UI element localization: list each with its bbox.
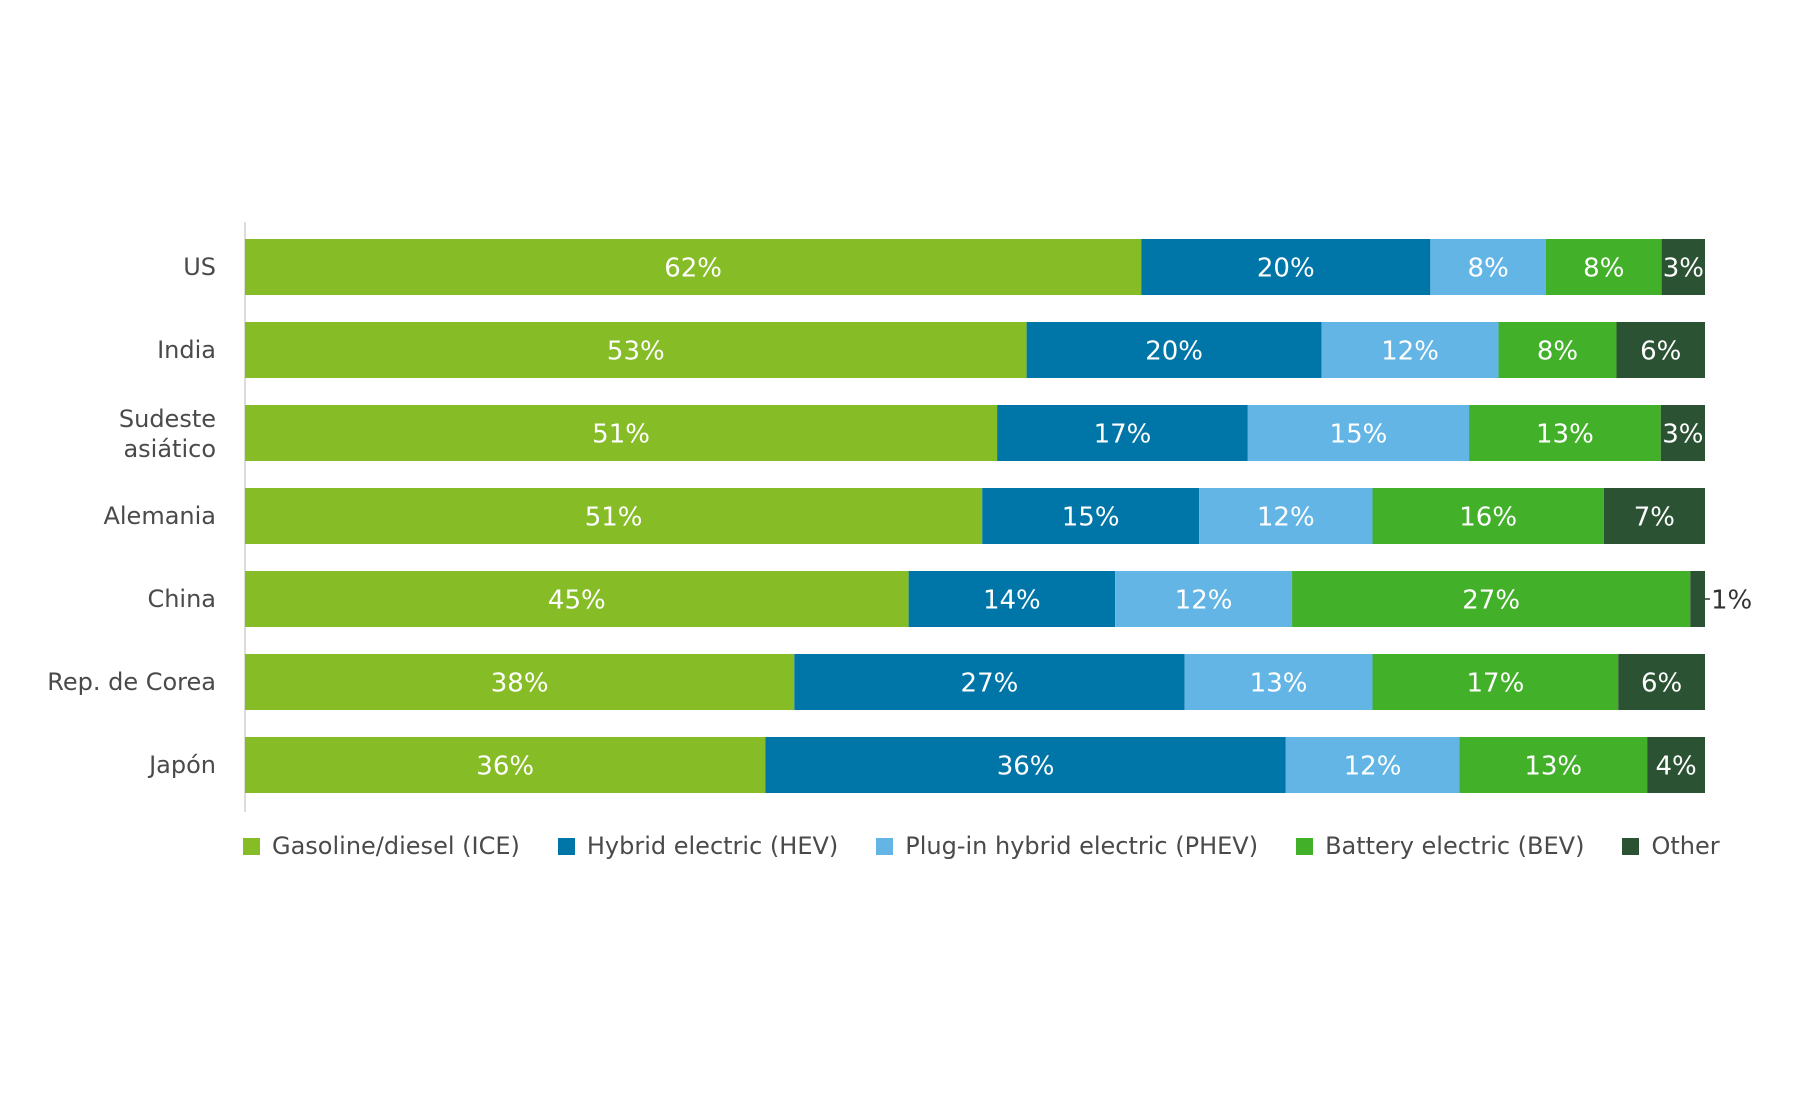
- category-label: Japón: [147, 751, 216, 779]
- data-label: 8%: [1537, 337, 1578, 367]
- legend-label: Gasoline/diesel (ICE): [272, 832, 520, 860]
- bar-segment: [794, 654, 1185, 710]
- data-label: 6%: [1640, 337, 1681, 367]
- data-label: 12%: [1381, 337, 1439, 367]
- data-label: 12%: [1175, 586, 1233, 616]
- data-label: 14%: [983, 586, 1041, 616]
- legend-label: Hybrid electric (HEV): [586, 832, 839, 860]
- bar-segment: [1247, 405, 1470, 461]
- bar-segment: [1430, 239, 1546, 295]
- data-label: 36%: [997, 752, 1055, 782]
- data-label: 17%: [1094, 420, 1152, 450]
- legend-item: Hybrid electric (HEV): [557, 832, 839, 860]
- bar-segment: [245, 322, 1027, 378]
- category-label: Alemania: [103, 502, 216, 530]
- data-label: 62%: [664, 254, 722, 284]
- category-label: US: [183, 253, 216, 281]
- bar-segment: [1285, 737, 1460, 793]
- data-label: 8%: [1468, 254, 1509, 284]
- data-label: 51%: [585, 503, 643, 533]
- data-label: 6%: [1641, 669, 1682, 699]
- legend-item: Plug-in hybrid electric (PHEV): [876, 832, 1258, 860]
- legend-swatch: [876, 837, 894, 855]
- bar-segment: [1141, 239, 1431, 295]
- legend: Gasoline/diesel (ICE) Hybrid electric (HE…: [243, 832, 1720, 860]
- data-label: 15%: [1330, 420, 1388, 450]
- bar-segment: [1618, 654, 1705, 710]
- bar-segment: [1321, 322, 1499, 378]
- legend-swatch: [243, 837, 260, 855]
- data-label: 12%: [1344, 752, 1402, 782]
- bar-segment: [245, 737, 766, 793]
- bar-segment: [908, 571, 1116, 627]
- bar-segment: [1026, 322, 1322, 378]
- data-label: 3%: [1662, 420, 1703, 450]
- bar-segment: [1690, 571, 1705, 627]
- legend-label: Other: [1651, 832, 1720, 860]
- data-label: 16%: [1459, 503, 1517, 533]
- data-label: 38%: [491, 669, 549, 699]
- data-label: 27%: [961, 669, 1019, 699]
- legend-item: Gasoline/diesel (ICE): [243, 832, 520, 860]
- bar-segment: [1292, 571, 1691, 627]
- category-label: China: [147, 585, 216, 613]
- bar-segment: [1199, 488, 1373, 544]
- data-label: 45%: [548, 586, 606, 616]
- bar-segment: [1545, 239, 1662, 295]
- data-label: 17%: [1466, 669, 1524, 699]
- bar-segment: [1661, 239, 1705, 295]
- bar-segment: [245, 239, 1142, 295]
- data-label: 53%: [607, 337, 665, 367]
- data-label: 20%: [1257, 254, 1315, 284]
- bar-segment: [1660, 405, 1705, 461]
- category-labels: US India Sudeste asiático Alemania China Rep. …: [47, 253, 216, 779]
- bar-segment: [1603, 488, 1705, 544]
- bar-segment: [1647, 737, 1705, 793]
- bar-segment: [245, 571, 909, 627]
- data-label: 13%: [1250, 669, 1308, 699]
- bars-group: 62% 20% 8% 8% 3% 53% 20% 12% 8% 6% 51% 17% 15% 13% 3% 5…: [245, 239, 1752, 793]
- bar-segment: [245, 654, 795, 710]
- legend-swatch: [1622, 837, 1640, 855]
- bar-segment: [1498, 322, 1617, 378]
- bar-segment: [1115, 571, 1293, 627]
- category-label: Sudeste asiático: [119, 405, 216, 463]
- data-label: 12%: [1257, 503, 1315, 533]
- bar-segment: [1616, 322, 1705, 378]
- data-label: 7%: [1634, 503, 1675, 533]
- category-label: Rep. de Corea: [47, 668, 216, 696]
- data-label: 13%: [1536, 420, 1594, 450]
- data-label: 51%: [592, 420, 650, 450]
- bar-segment: [1372, 654, 1619, 710]
- bar-segment: [765, 737, 1286, 793]
- legend-item: Battery electric (BEV): [1296, 832, 1584, 860]
- data-label: 8%: [1583, 254, 1624, 284]
- bar-segment: [245, 488, 983, 544]
- bar-segment: [1184, 654, 1373, 710]
- bar-segment: [982, 488, 1200, 544]
- data-label: 1%: [1711, 586, 1752, 616]
- data-label: 27%: [1462, 586, 1520, 616]
- data-label: 13%: [1524, 752, 1582, 782]
- data-label: 3%: [1663, 254, 1704, 284]
- category-label: India: [157, 336, 216, 364]
- bar-segment: [1459, 737, 1648, 793]
- data-label: 15%: [1062, 503, 1120, 533]
- bar-segment: [1372, 488, 1604, 544]
- bar-segment: [245, 405, 998, 461]
- legend-label: Plug-in hybrid electric (PHEV): [905, 832, 1259, 860]
- bar-segment: [1469, 405, 1661, 461]
- legend-swatch: [1296, 837, 1314, 855]
- legend-item: Other: [1622, 832, 1720, 860]
- legend-swatch: [557, 837, 575, 855]
- data-label: 20%: [1145, 337, 1203, 367]
- bar-segment: [997, 405, 1248, 461]
- data-label: 36%: [476, 752, 534, 782]
- legend-label: Battery electric (BEV): [1325, 832, 1585, 860]
- data-label: 4%: [1655, 752, 1696, 782]
